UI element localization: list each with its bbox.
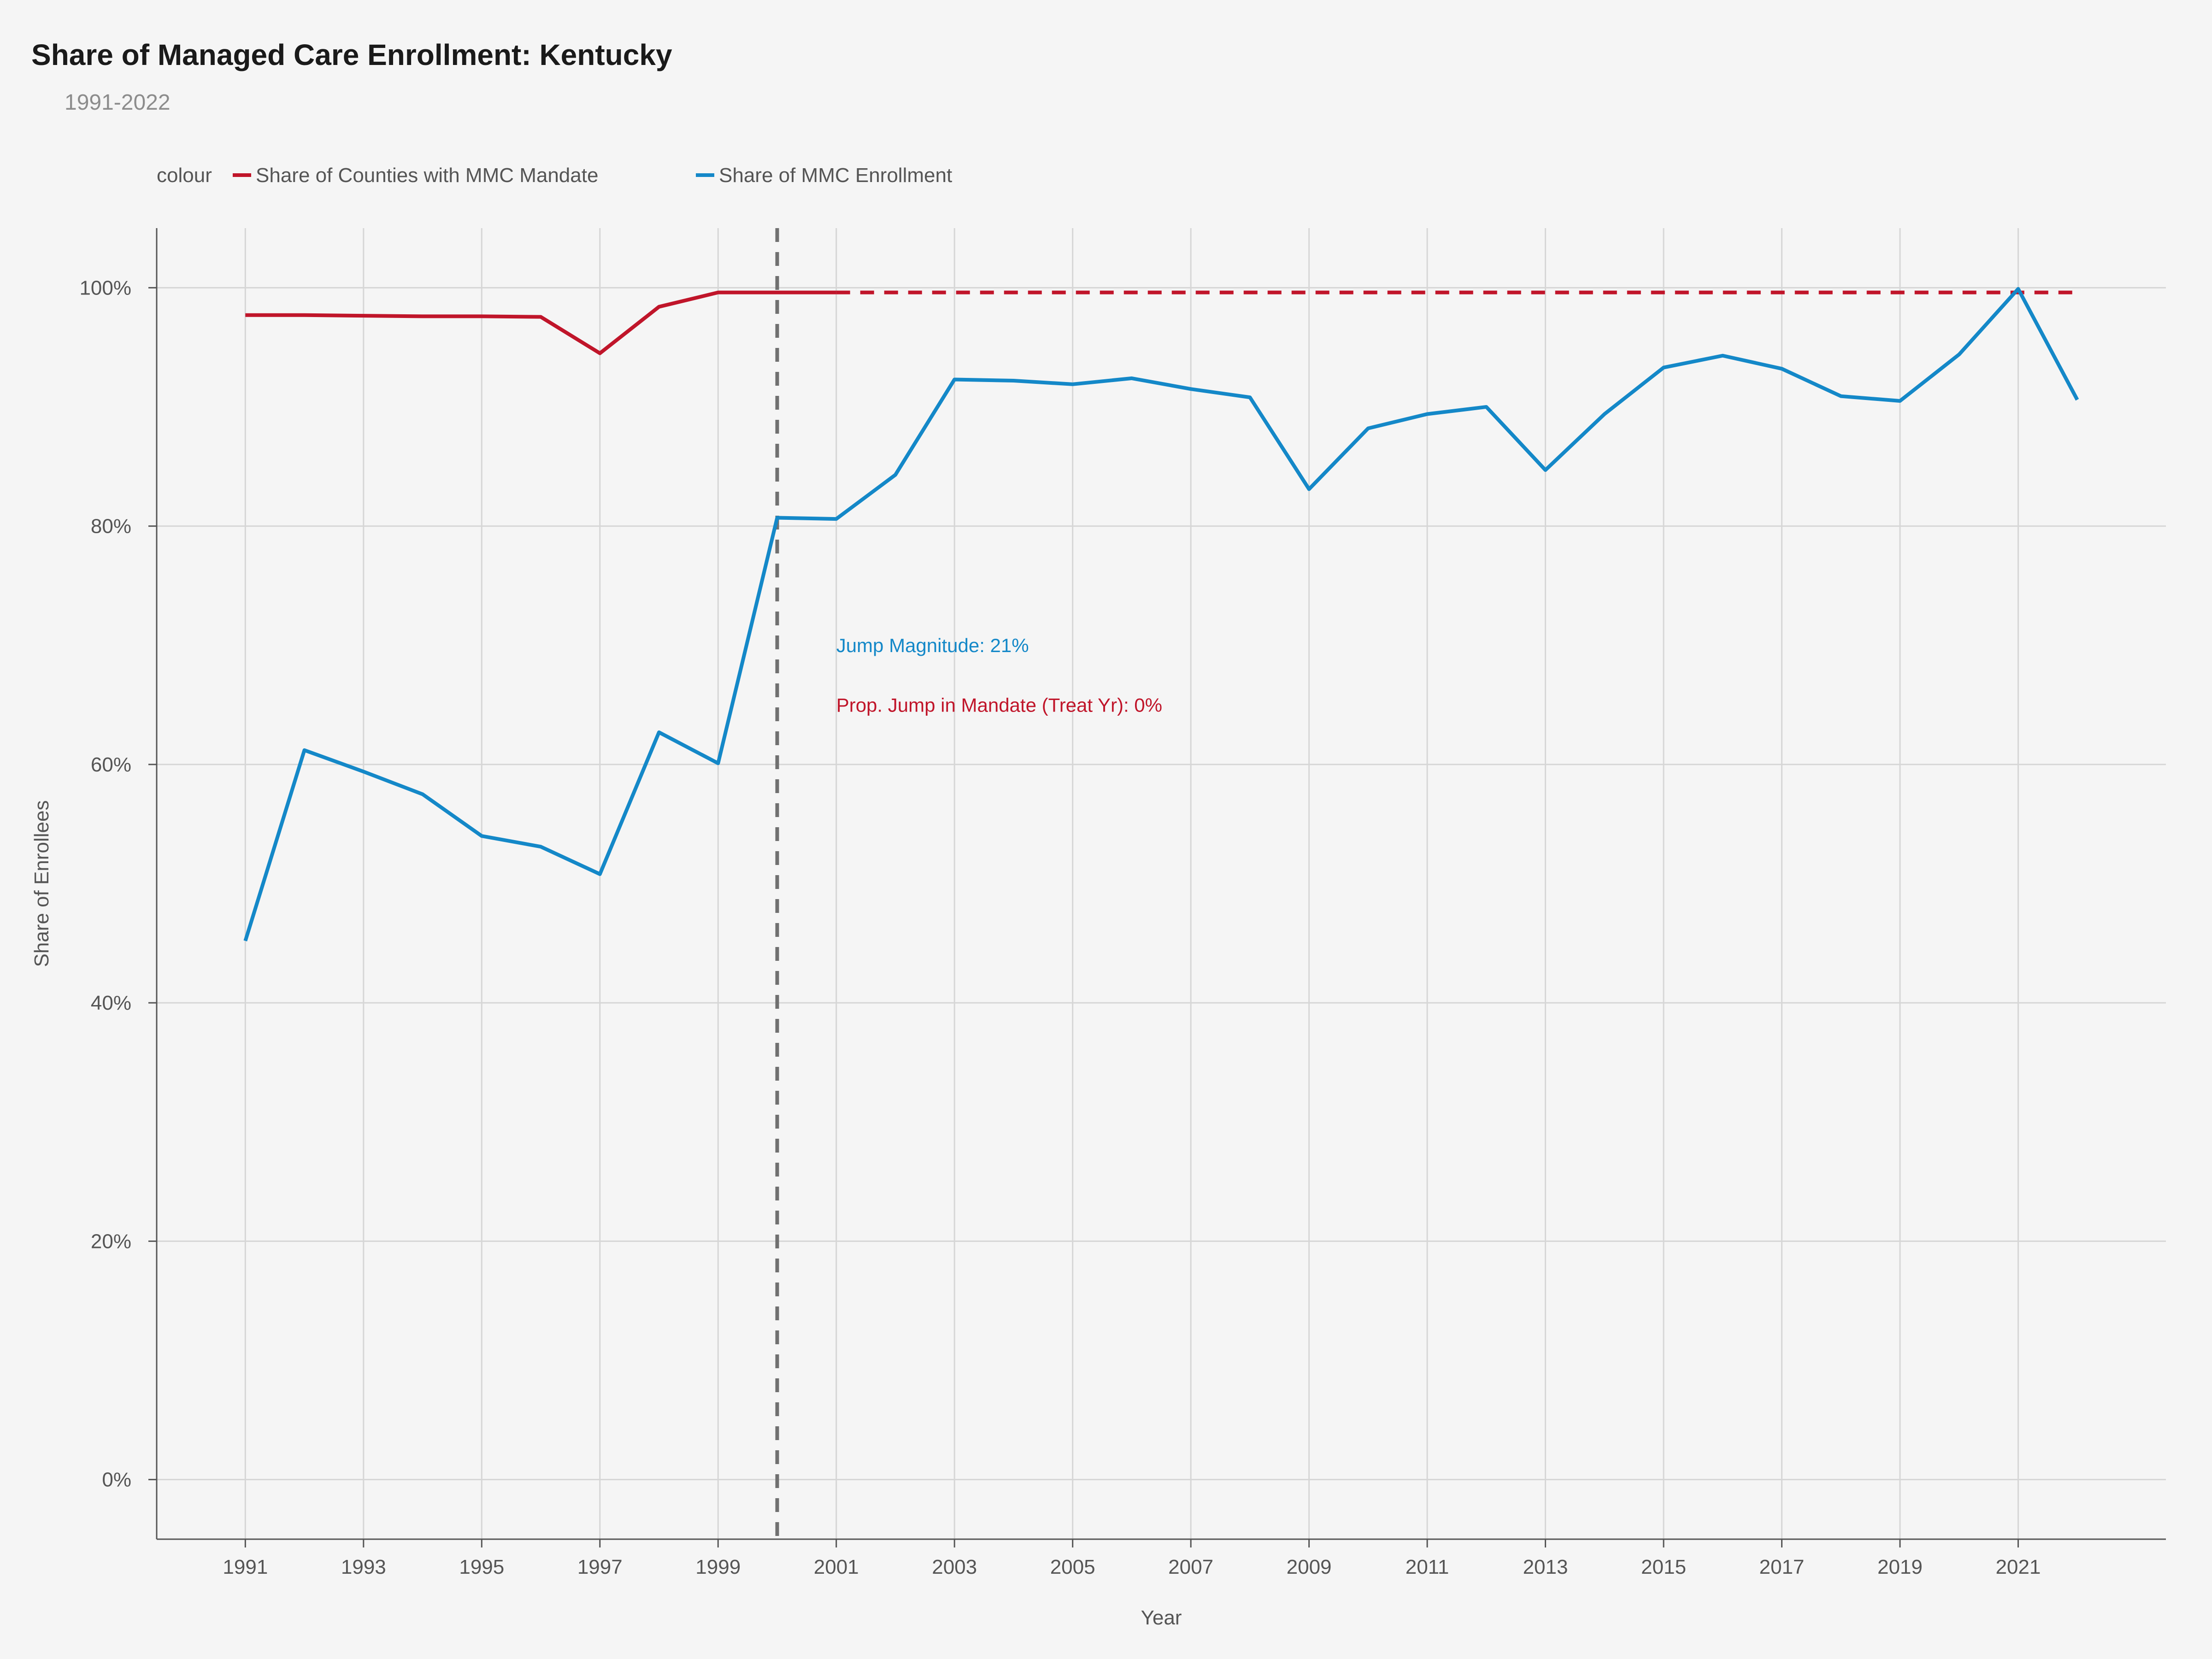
y-tick-label: 20% [91,1230,131,1253]
x-tick-label: 1997 [577,1556,623,1578]
x-tick-label: 2021 [1995,1556,2041,1578]
x-tick-label: 1993 [341,1556,386,1578]
annotation-text: Jump Magnitude: 21% [836,635,1029,656]
mandate-series-line [245,290,836,355]
x-tick-label: 2009 [1287,1556,1332,1578]
x-tick-label: 2013 [1523,1556,1568,1578]
x-tick-label: 2015 [1641,1556,1686,1578]
x-tick-label: 2017 [1759,1556,1805,1578]
chart-title: Share of Managed Care Enrollment: Kentuc… [31,38,672,71]
legend-title: colour [157,164,212,187]
series-layer [243,287,2079,941]
x-tick-label: 2019 [1877,1556,1923,1578]
y-axis-label: Share of Enrollees [30,800,53,967]
x-tick-label: 2011 [1406,1556,1449,1578]
grid [157,228,2166,1539]
x-tick-label: 1995 [459,1556,504,1578]
y-tick-label: 0% [102,1469,131,1491]
annotation-text: Prop. Jump in Mandate (Treat Yr): 0% [836,694,1162,716]
x-axis-label: Year [1141,1606,1182,1629]
legend-entry: Share of MMC Enrollment [719,164,952,187]
axes: 1991 1993 1995 1997 1999 2001 2003 2005 2007 2009… [30,228,2166,1629]
x-tick-label: 2003 [932,1556,977,1578]
legend-entry: Share of Counties with MMC Mandate [256,164,598,187]
y-tick-label: 60% [91,753,131,776]
enrollment-series-line [243,287,2079,941]
y-tick-label: 40% [91,992,131,1014]
x-tick-label: 2001 [814,1556,859,1578]
x-tick-label: 2005 [1050,1556,1095,1578]
y-tick-label: 100% [79,276,131,299]
chart-subtitle: 1991-2022 [65,90,171,115]
legend: colour Share of Counties with MMC Mandate… [157,164,952,187]
annotations: Jump Magnitude: 21% Prop. Jump in Mandate… [836,635,1162,716]
x-tick-label: 1991 [223,1556,268,1578]
y-tick-label: 80% [91,515,131,538]
x-tick-label: 1999 [695,1556,741,1578]
x-tick-label: 2007 [1168,1556,1213,1578]
